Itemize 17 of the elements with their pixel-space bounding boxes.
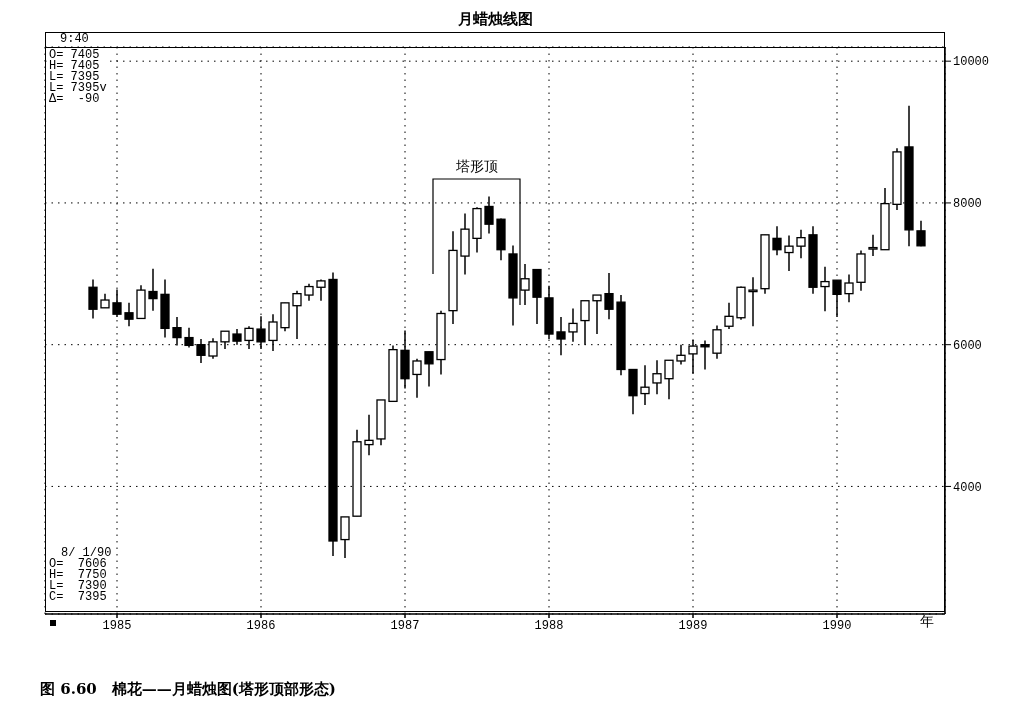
annotation: 塔形顶 xyxy=(455,158,499,176)
y-tick-label: 8000 xyxy=(953,197,982,212)
x-axis-title: 年 xyxy=(920,613,934,631)
x-tick-label: 1985 xyxy=(102,618,132,633)
x-tick-label: 1988 xyxy=(534,618,564,633)
y-tick-label: 4000 xyxy=(953,480,982,495)
y-tick-label: 6000 xyxy=(953,338,982,353)
annotation: Δ= -90 xyxy=(49,92,101,106)
y-tick-label: 10000 xyxy=(953,55,990,70)
chart-title: 月蜡烛线图 xyxy=(457,10,534,29)
annotation: C= 7395 xyxy=(49,590,108,604)
x-tick-label: 1986 xyxy=(246,618,276,633)
x-tick-label: 1989 xyxy=(678,618,708,633)
text: 9:40 xyxy=(60,32,89,46)
x-tick-label: 1990 xyxy=(822,618,852,633)
x-tick-label: 1987 xyxy=(390,618,420,633)
caption: 图 6.60 棉花——月蜡烛图(塔形顶部形态) xyxy=(40,680,336,699)
